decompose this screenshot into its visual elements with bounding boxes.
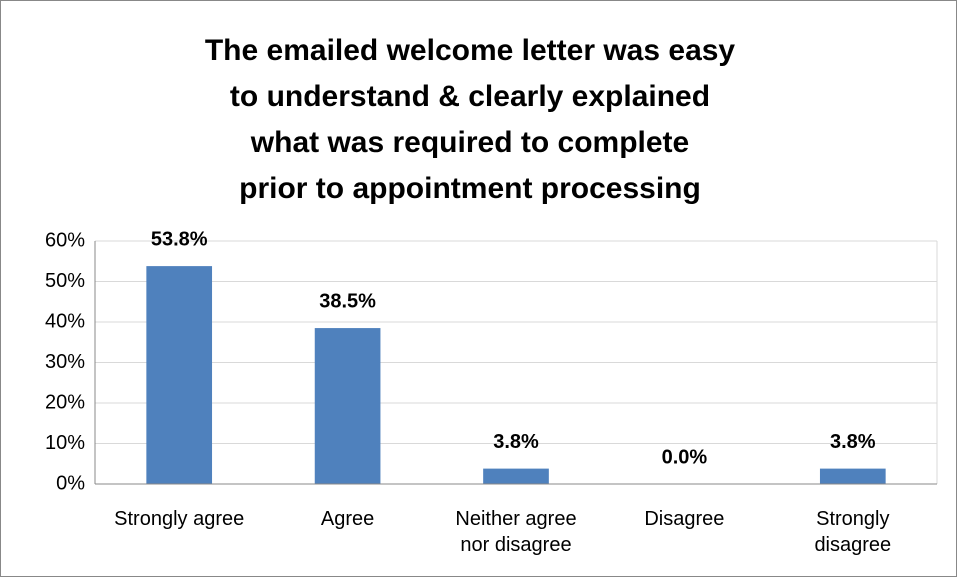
y-tick-label: 10% <box>45 432 85 454</box>
x-tick-label: Strongly agree <box>114 508 245 530</box>
y-tick-label: 20% <box>45 391 85 413</box>
bar <box>314 328 381 484</box>
data-label: 3.8% <box>830 431 876 453</box>
y-tick-label: 50% <box>45 270 85 292</box>
data-label: 0.0% <box>662 446 708 468</box>
x-tick-label: Agree <box>320 508 375 530</box>
data-label: 53.8% <box>151 228 208 250</box>
y-tick-label: 0% <box>56 472 85 494</box>
y-tick-label: 40% <box>45 310 85 332</box>
y-tick-label: 60% <box>45 229 85 251</box>
x-tick-label: Strongly disagree <box>814 508 892 556</box>
y-tick-label: 30% <box>45 351 85 373</box>
data-label: 3.8% <box>493 431 539 453</box>
data-label: 38.5% <box>319 290 376 312</box>
x-tick-label: Disagree <box>644 508 725 530</box>
chart-title: The emailed welcome letter was easy to u… <box>204 34 736 205</box>
bar <box>819 468 886 484</box>
bar <box>146 266 213 484</box>
bar <box>483 468 549 484</box>
x-tick-label: Neither agree nor disagree <box>455 508 577 556</box>
